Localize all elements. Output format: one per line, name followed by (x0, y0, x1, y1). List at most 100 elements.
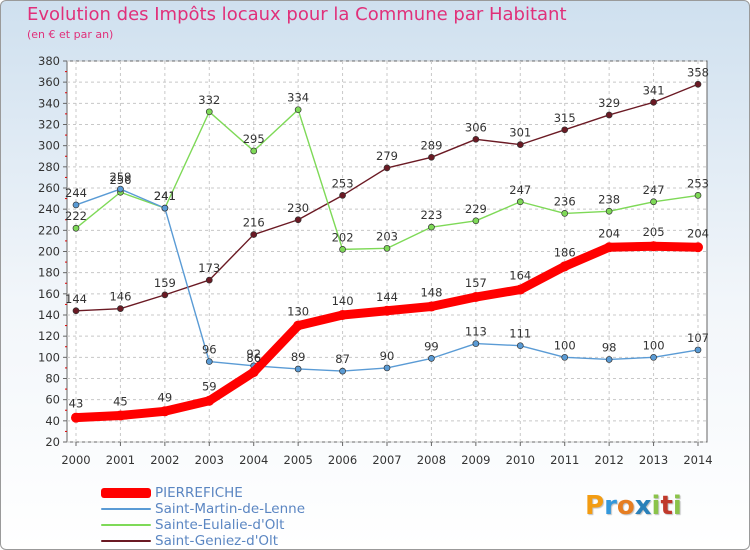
data-point (205, 108, 213, 116)
data-label: 253 (332, 176, 354, 190)
y-tick-label: 120 (38, 329, 60, 343)
data-label: 253 (687, 176, 709, 190)
brand-logo: Proxiti (585, 491, 682, 521)
y-tick-label: 300 (38, 139, 60, 153)
brand-letter: r (604, 491, 617, 521)
data-point (650, 198, 657, 206)
data-point (605, 356, 613, 363)
data-point (515, 284, 526, 295)
x-tick-label: 2007 (372, 453, 401, 467)
data-label: 204 (687, 226, 709, 240)
data-point (516, 342, 524, 350)
legend-swatch-saint-martin (101, 508, 151, 510)
data-point (72, 224, 80, 232)
data-point (294, 106, 302, 114)
y-tick-label: 40 (45, 414, 60, 428)
data-label: 43 (69, 397, 84, 411)
data-label: 229 (465, 202, 487, 216)
data-label: 222 (65, 209, 87, 223)
data-point (205, 358, 213, 365)
y-tick-label: 340 (38, 96, 60, 110)
data-point (472, 340, 480, 347)
chart-subtitle: (en € et par an) (27, 28, 114, 41)
data-label: 86 (246, 351, 261, 365)
brand-letter: t (660, 491, 673, 521)
data-point (472, 217, 480, 225)
data-label: 202 (332, 230, 354, 244)
data-point (470, 292, 481, 303)
x-tick-label: 2010 (506, 453, 535, 467)
x-tick-label: 2000 (61, 453, 90, 467)
data-point (159, 406, 170, 417)
legend-swatch-saint-geniez (101, 540, 151, 542)
y-tick-label: 180 (38, 266, 60, 280)
y-tick-label: 60 (45, 393, 60, 407)
y-tick-label: 160 (38, 287, 60, 301)
x-tick-label: 2004 (239, 453, 268, 467)
data-label: 341 (643, 83, 665, 97)
data-point (383, 244, 391, 252)
data-point (339, 192, 346, 199)
data-label: 315 (554, 111, 576, 125)
data-label: 96 (202, 343, 217, 357)
data-point (204, 395, 215, 406)
legend-label-sainte-eulalie: Sainte-Eulalie-d'Olt (155, 517, 285, 533)
data-point (694, 80, 702, 88)
data-point (71, 412, 81, 423)
legend-item-saint-martin: Saint-Martin-de-Lenne (101, 501, 305, 517)
x-tick-label: 2008 (417, 453, 446, 467)
data-label: 130 (287, 305, 309, 319)
data-label: 289 (420, 138, 442, 152)
data-point (250, 147, 258, 155)
data-label: 111 (509, 327, 531, 341)
data-label: 295 (243, 132, 265, 146)
x-tick-label: 2013 (639, 453, 668, 467)
data-point (339, 246, 346, 253)
data-point (383, 164, 391, 172)
data-label: 49 (158, 390, 173, 404)
data-label: 247 (643, 183, 665, 197)
data-point (294, 216, 302, 224)
legend-item-pierrefiche: PIERREFICHE (101, 485, 305, 501)
data-label: 45 (113, 395, 128, 409)
data-point (115, 410, 126, 421)
data-label: 100 (554, 338, 576, 352)
data-point (428, 355, 435, 362)
legend-swatch-sainte-eulalie (101, 524, 151, 526)
legend: PIERREFICHE Saint-Martin-de-Lenne Sainte… (101, 485, 305, 549)
data-label: 173 (198, 261, 220, 275)
data-point (161, 204, 169, 212)
chart-title: Evolution des Impôts locaux pour la Comm… (27, 4, 567, 25)
data-point (250, 231, 258, 238)
y-tick-label: 140 (38, 308, 60, 322)
x-tick-label: 2012 (595, 453, 624, 467)
data-label: 238 (598, 192, 620, 206)
data-label: 334 (287, 91, 309, 105)
legend-label-saint-geniez: Saint-Geniez-d'Olt (155, 533, 279, 549)
x-tick-label: 2003 (195, 453, 224, 467)
data-label: 241 (154, 189, 176, 203)
data-point (561, 353, 569, 361)
x-tick-label: 2001 (106, 453, 135, 467)
data-label: 90 (380, 349, 395, 363)
data-label: 236 (554, 194, 576, 208)
data-label: 89 (291, 350, 306, 364)
data-point (604, 242, 615, 253)
data-label: 159 (154, 276, 176, 290)
data-label: 144 (65, 292, 87, 306)
data-point (72, 307, 80, 315)
data-label: 186 (554, 245, 576, 259)
data-point (561, 210, 569, 217)
data-label: 216 (243, 216, 265, 230)
data-point (428, 223, 435, 231)
y-tick-label: 100 (38, 350, 60, 364)
data-point (294, 365, 302, 373)
data-label: 98 (602, 340, 617, 354)
x-tick-label: 2011 (550, 453, 579, 467)
data-point (694, 192, 702, 199)
data-label: 301 (509, 126, 531, 140)
data-label: 205 (643, 225, 665, 239)
y-tick-label: 320 (38, 118, 60, 132)
data-point (117, 305, 124, 312)
data-label: 332 (198, 93, 220, 107)
